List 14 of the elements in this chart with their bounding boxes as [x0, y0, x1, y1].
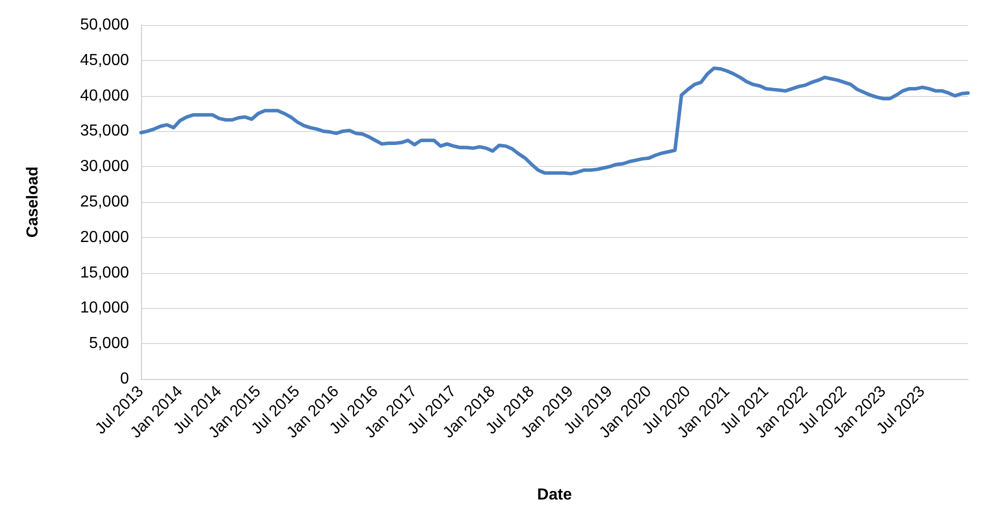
- y-tick-label: 45,000: [80, 52, 130, 69]
- y-tick-label: 10,000: [80, 300, 130, 317]
- y-tick-label: 0: [120, 370, 130, 388]
- y-tick-label: 25,000: [80, 194, 130, 210]
- line-series: [139, 66, 970, 176]
- y-tick-label: 50,000: [80, 16, 130, 34]
- x-axis-title: Date: [537, 486, 572, 504]
- y-tick-label: 40,000: [80, 87, 130, 104]
- y-axis-title: Caseload: [24, 166, 42, 238]
- y-tick-label: 5,000: [88, 335, 130, 352]
- y-tick-label: 15,000: [80, 264, 130, 282]
- y-tick-label: 35,000: [80, 122, 130, 140]
- y-tick-label: 30,000: [80, 158, 130, 176]
- y-tick-label: 20,000: [80, 228, 130, 246]
